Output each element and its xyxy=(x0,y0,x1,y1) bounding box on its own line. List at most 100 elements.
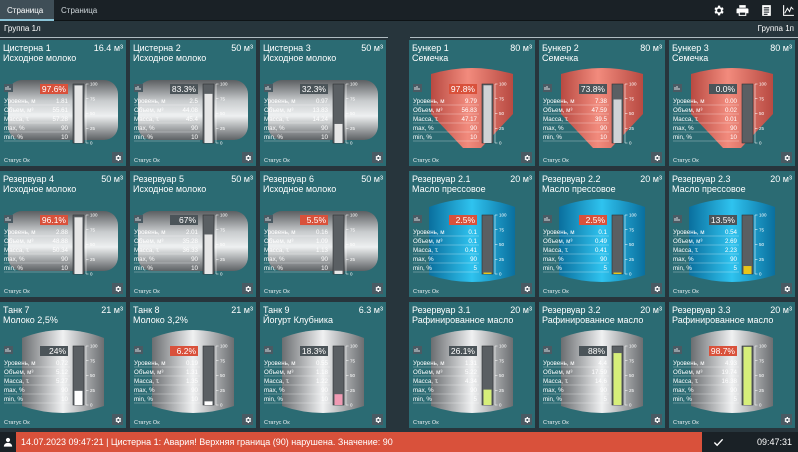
tab-page-1[interactable]: Страница 1 xyxy=(0,0,54,36)
scale-label: 100 xyxy=(90,344,98,349)
tank-card[interactable]: Резервуар 3.2 20 м³ Рафинированное масло 88… xyxy=(539,302,665,428)
trend-mini-icon[interactable] xyxy=(413,346,422,354)
tank-card[interactable]: Цистерна 2 50 м³ Исходное молоко 83.3% Урове… xyxy=(130,40,256,166)
trend-mini-icon[interactable] xyxy=(673,215,682,223)
tank-product: Рафинированное масло xyxy=(542,315,644,325)
print-button[interactable] xyxy=(732,0,753,21)
tank-settings-button[interactable] xyxy=(521,152,532,163)
acknowledge-button[interactable] xyxy=(708,432,728,452)
tank-card[interactable]: Танк 7 21 м³ Молоко 2,5% 24% Уровень, м 0.72 О… xyxy=(0,302,126,428)
trend-mini-icon[interactable] xyxy=(413,215,422,223)
scale-label: 50 xyxy=(629,242,635,247)
list-button[interactable] xyxy=(756,0,777,21)
row-label: Уровень, м xyxy=(673,360,705,367)
tank-card[interactable]: Цистерна 1 16.4 м³ Исходное молоко 97.6% Уро… xyxy=(0,40,126,166)
settings-button[interactable] xyxy=(708,0,729,21)
tank-settings-button[interactable] xyxy=(651,283,662,294)
tank-settings-button[interactable] xyxy=(372,152,383,163)
row-value: 10 xyxy=(61,134,68,141)
tank-settings-button[interactable] xyxy=(781,152,792,163)
percent-value: 26.1% xyxy=(451,346,476,356)
trend-mini-icon[interactable] xyxy=(543,215,552,223)
tank-settings-button[interactable] xyxy=(651,152,662,163)
trend-mini-icon[interactable] xyxy=(134,346,143,354)
trend-mini-icon[interactable] xyxy=(264,346,273,354)
percent-value: 98.7% xyxy=(711,346,736,356)
row-label: max, % xyxy=(673,387,694,394)
row-value: 1.31 xyxy=(465,360,478,367)
trend-button[interactable] xyxy=(778,0,798,21)
percent-value: 97.6% xyxy=(42,84,67,94)
alarm-message[interactable]: 14.07.2023 09:47:21 | Цистерна 1: Авария… xyxy=(16,432,702,452)
tank-settings-button[interactable] xyxy=(242,414,253,425)
row-label: Объем, м³ xyxy=(4,238,33,245)
tank-card[interactable]: Бункер 1 80 м³ Семечка 97.8% Уровень, м 9.79 О… xyxy=(409,40,535,166)
tank-card[interactable]: Бункер 2 80 м³ Семечка 73.8% Уровень, м 7.38 О… xyxy=(539,40,665,166)
trend-mini-icon[interactable] xyxy=(673,84,682,92)
row-value: 2.01 xyxy=(186,229,199,236)
trend-mini-icon[interactable] xyxy=(4,84,13,92)
trend-mini-icon[interactable] xyxy=(4,215,13,223)
scale-label: 50 xyxy=(350,111,356,116)
tank-settings-button[interactable] xyxy=(242,283,253,294)
trend-mini-icon[interactable] xyxy=(264,84,273,92)
row-value: 10 xyxy=(191,396,198,403)
scale-label: 25 xyxy=(350,126,356,131)
tank-capacity: 80 м³ xyxy=(770,43,792,53)
tank-card[interactable]: Резервуар 3.3 20 м³ Рафинированное масло 98… xyxy=(669,302,795,428)
tank-card[interactable]: Резервуар 3.1 20 м³ Рафинированное масло 26… xyxy=(409,302,535,428)
tank-card[interactable]: Резервуар 4 50 м³ Исходное молоко 96.1% Уров… xyxy=(0,171,126,297)
tank-card[interactable]: Танк 9 6.3 м³ Йогурт Клубника 18.3% Уровень,… xyxy=(260,302,386,428)
tank-settings-button[interactable] xyxy=(112,283,123,294)
tank-product: Молоко 2,5% xyxy=(3,315,58,325)
percent-badge xyxy=(300,215,328,225)
row-label: min, % xyxy=(264,134,283,141)
trend-mini-icon[interactable] xyxy=(543,346,552,354)
tank-settings-button[interactable] xyxy=(521,283,532,294)
tank-card[interactable]: Цистерна 3 50 м³ Исходное молоко 32.3% Урове… xyxy=(260,40,386,166)
tank-vessel: 97.6% Уровень, м 1.81 Объем, м³ 55.61 Масса, … xyxy=(4,80,118,146)
row-value: 90 xyxy=(600,125,607,132)
tank-card[interactable]: Танк 8 21 м³ Молоко 3,2% 6.2% Уровень, м 0.19… xyxy=(130,302,256,428)
trend-mini-icon[interactable] xyxy=(413,84,422,92)
row-value: 48.88 xyxy=(53,238,69,245)
tank-settings-button[interactable] xyxy=(521,414,532,425)
status-text: Статус Ок xyxy=(673,289,699,295)
scale-label: 75 xyxy=(90,96,96,101)
trend-mini-icon[interactable] xyxy=(134,215,143,223)
tank-settings-button[interactable] xyxy=(242,152,253,163)
tank-settings-button[interactable] xyxy=(112,414,123,425)
tank-settings-button[interactable] xyxy=(781,283,792,294)
tank-card[interactable]: Резервуар 5 50 м³ Исходное молоко 67% Уровен… xyxy=(130,171,256,297)
trend-mini-icon[interactable] xyxy=(543,84,552,92)
tank-card[interactable]: Резервуар 6 50 м³ Исходное молоко 5.5% Урове… xyxy=(260,171,386,297)
row-value: 90 xyxy=(321,387,328,394)
row-value: 5 xyxy=(734,396,738,403)
scale-label: 0 xyxy=(220,141,223,146)
trend-mini-icon[interactable] xyxy=(134,84,143,92)
tank-card[interactable]: Бункер 3 80 м³ Семечка 0.0% Уровень, м 0.00 Об… xyxy=(669,40,795,166)
row-label: max, % xyxy=(413,256,434,263)
trend-mini-icon[interactable] xyxy=(264,215,273,223)
trend-mini-icon[interactable] xyxy=(4,346,13,354)
row-label: Объем, м³ xyxy=(134,107,163,114)
user-button[interactable] xyxy=(0,432,16,452)
percent-badge xyxy=(40,215,68,225)
tank-settings-button[interactable] xyxy=(781,414,792,425)
status-text: Статус Ок xyxy=(673,420,699,426)
tank-settings-button[interactable] xyxy=(372,283,383,294)
tank-name: Бункер 1 xyxy=(412,43,449,53)
tank-card[interactable]: Резервуар 2.2 20 м³ Масло прессовое 2.5% Уро… xyxy=(539,171,665,297)
tank-settings-button[interactable] xyxy=(651,414,662,425)
trend-mini-icon[interactable] xyxy=(673,346,682,354)
tank-settings-button[interactable] xyxy=(372,414,383,425)
tank-settings-button[interactable] xyxy=(112,152,123,163)
tank-card[interactable]: Резервуар 2.3 20 м³ Масло прессовое 13.5% Ур… xyxy=(669,171,795,297)
row-value: 5 xyxy=(474,396,478,403)
scale-label: 0 xyxy=(220,403,223,408)
tab-page-2[interactable]: Страница 2 xyxy=(61,6,98,36)
tank-vessel: 24% Уровень, м 0.72 Объем, м³ 5.12 Масса, т. 5… xyxy=(4,330,104,413)
row-value: 0.55 xyxy=(316,360,329,367)
tank-card[interactable]: Резервуар 2.1 20 м³ Масло прессовое 2.5% Уро… xyxy=(409,171,535,297)
level-fill xyxy=(334,123,343,143)
